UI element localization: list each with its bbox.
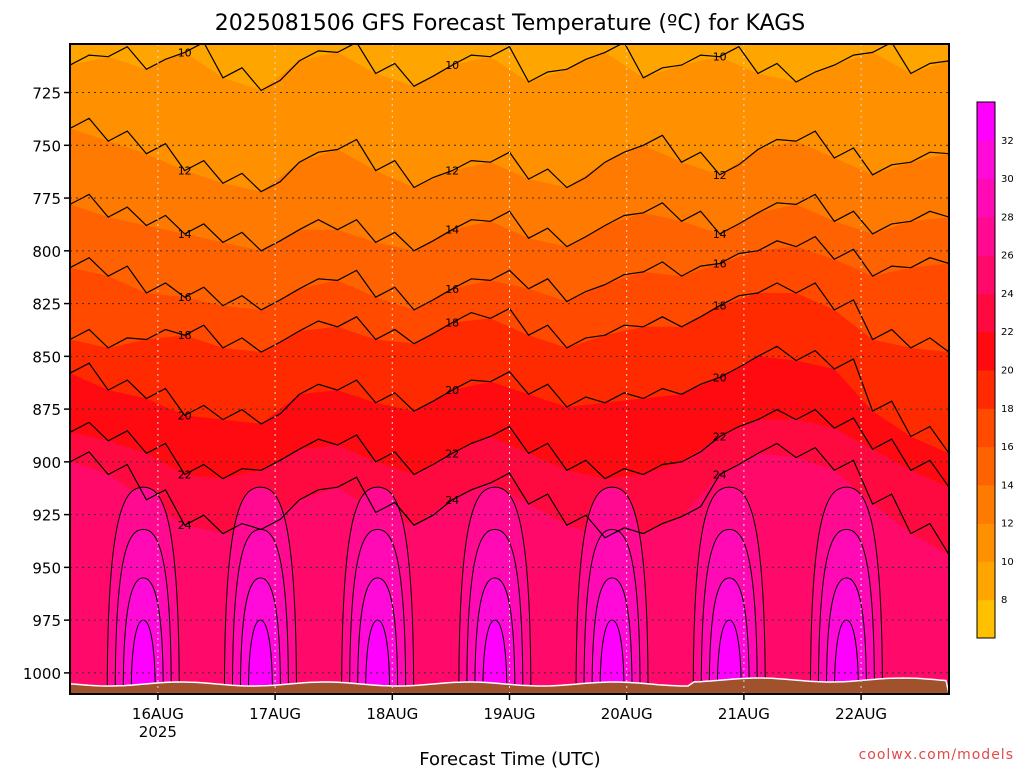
x-tick-label-18AUG: 18AUG — [366, 705, 418, 723]
colorbar: 8 10 12 14 16 18 20 22 24 26 28 30 32 — [976, 101, 1014, 639]
x-axis-label: Forecast Time (UTC) — [419, 749, 600, 768]
colorbar-swatch-10 — [977, 523, 995, 562]
colorbar-label-8: 8 — [1001, 595, 1007, 606]
colorbar-label-24: 24 — [1001, 289, 1014, 300]
colorbar-swatch-8 — [977, 561, 995, 601]
y-tick-label-850: 850 — [32, 348, 61, 366]
isotherm-label-16: 16 — [445, 283, 459, 296]
warm-plume-5-level-4 — [599, 619, 625, 694]
isotherm-22 — [70, 408, 949, 488]
colorbar-swatch-24 — [977, 255, 995, 294]
watermark-logo: coolwx.com/models — [859, 747, 1014, 763]
colorbar-swatch-16 — [977, 408, 995, 448]
colorbar-label-14: 14 — [1001, 480, 1014, 491]
colorbar-label-32: 32 — [1001, 136, 1014, 147]
isotherm-label-16: 16 — [178, 291, 192, 304]
colorbar-label-18: 18 — [1001, 404, 1014, 415]
x-tick-label-16AUG: 16AUG — [132, 705, 184, 723]
colorbar-label-28: 28 — [1001, 212, 1014, 223]
colorbar-swatch-22 — [977, 293, 995, 333]
colorbar-label-26: 26 — [1001, 251, 1014, 262]
colorbar-swatch-28 — [977, 178, 995, 218]
contour-lines: 10 10 10 12 12 12 14 14 14 16 16 16 18 18 18 20 20 20 22 22… — [70, 44, 949, 556]
y-tick-label-925: 925 — [32, 507, 61, 525]
y-tick-label-800: 800 — [32, 243, 61, 261]
isotherm-16 — [70, 235, 949, 311]
colorbar-label-10: 10 — [1001, 557, 1014, 568]
y-tick-label-750: 750 — [32, 137, 61, 155]
colorbar-swatch-14 — [977, 446, 995, 486]
colorbar-label-30: 30 — [1001, 174, 1014, 185]
isotherm-label-24: 24 — [713, 469, 727, 482]
colorbar-swatch-32 — [977, 102, 995, 141]
warm-plume-6-level-4 — [716, 619, 742, 694]
isotherm-label-12: 12 — [445, 165, 459, 178]
colorbar-swatch-20 — [977, 331, 995, 371]
y-tick-label-725: 725 — [32, 85, 61, 103]
y-tick-label-775: 775 — [32, 190, 61, 208]
colorbar-frame — [976, 101, 996, 639]
isotherm-20 — [70, 345, 949, 454]
isotherm-label-14: 14 — [445, 224, 459, 237]
gridlines — [70, 44, 949, 694]
isotherm-label-22: 22 — [445, 447, 459, 460]
isotherm-14 — [70, 193, 949, 252]
x-tick-label-21AUG: 21AUG — [718, 705, 770, 723]
isotherm-label-10: 10 — [178, 46, 192, 59]
colorbar-label-20: 20 — [1001, 366, 1014, 377]
x-axis: 16AUG 17AUG 18AUG 19AUG 20AUG 21AUG 22AUG 2025 — [132, 694, 887, 741]
y-axis: 725 750 775 800 825 850 875 900 925 950 975 1000 — [23, 85, 70, 683]
colorbar-swatch-6 — [977, 599, 995, 639]
isotherm-label-14: 14 — [178, 228, 192, 241]
isotherm-label-20: 20 — [178, 409, 192, 422]
y-tick-label-1000: 1000 — [23, 665, 61, 683]
isotherm-label-20: 20 — [445, 384, 459, 397]
isotherm-label-10: 10 — [713, 51, 727, 64]
colorbar-label-16: 16 — [1001, 442, 1014, 453]
isotherm-label-12: 12 — [713, 169, 727, 182]
colorbar-swatch-30 — [977, 140, 995, 180]
colorbar-swatch-26 — [977, 216, 995, 256]
isotherm-label-24: 24 — [445, 494, 459, 507]
isotherm-10 — [70, 44, 949, 92]
y-tick-label-975: 975 — [32, 612, 61, 630]
colorbar-label-22: 22 — [1001, 327, 1014, 338]
isotherm-label-12: 12 — [178, 165, 192, 178]
isotherm-label-14: 14 — [713, 228, 727, 241]
warm-plume-7-level-4 — [833, 619, 859, 694]
y-tick-label-950: 950 — [32, 559, 61, 577]
isotherm-label-24: 24 — [178, 519, 192, 532]
x-tick-label-19AUG: 19AUG — [484, 705, 536, 723]
x-tick-label-22AUG: 22AUG — [835, 705, 887, 723]
colorbar-swatch-12 — [977, 484, 995, 524]
isotherm-label-18: 18 — [178, 329, 192, 342]
y-tick-label-875: 875 — [32, 401, 61, 419]
colorbar-swatch-18 — [977, 370, 995, 409]
isotherm-label-16: 16 — [713, 258, 727, 271]
isotherm-24 — [70, 442, 949, 556]
y-tick-label-900: 900 — [32, 454, 61, 472]
x-tick-label-17AUG: 17AUG — [249, 705, 301, 723]
warm-plume-4-level-4 — [482, 619, 508, 694]
chart-title: 2025081506 GFS Forecast Temperature (ºC)… — [215, 11, 806, 36]
isotherm-label-22: 22 — [178, 469, 192, 482]
y-tick-label-825: 825 — [32, 296, 61, 314]
x-tick-label-20AUG: 20AUG — [601, 705, 653, 723]
isotherm-label-20: 20 — [713, 371, 727, 384]
colorbar-label-12: 12 — [1001, 519, 1014, 530]
x-tick-year-label: 2025 — [139, 723, 177, 741]
isotherm-label-18: 18 — [713, 300, 727, 313]
isotherm-label-10: 10 — [445, 59, 459, 72]
isotherm-label-18: 18 — [445, 317, 459, 330]
plot-area — [70, 44, 949, 694]
isotherm-label-22: 22 — [713, 431, 727, 444]
warm-plume-2-level-4 — [247, 619, 273, 694]
